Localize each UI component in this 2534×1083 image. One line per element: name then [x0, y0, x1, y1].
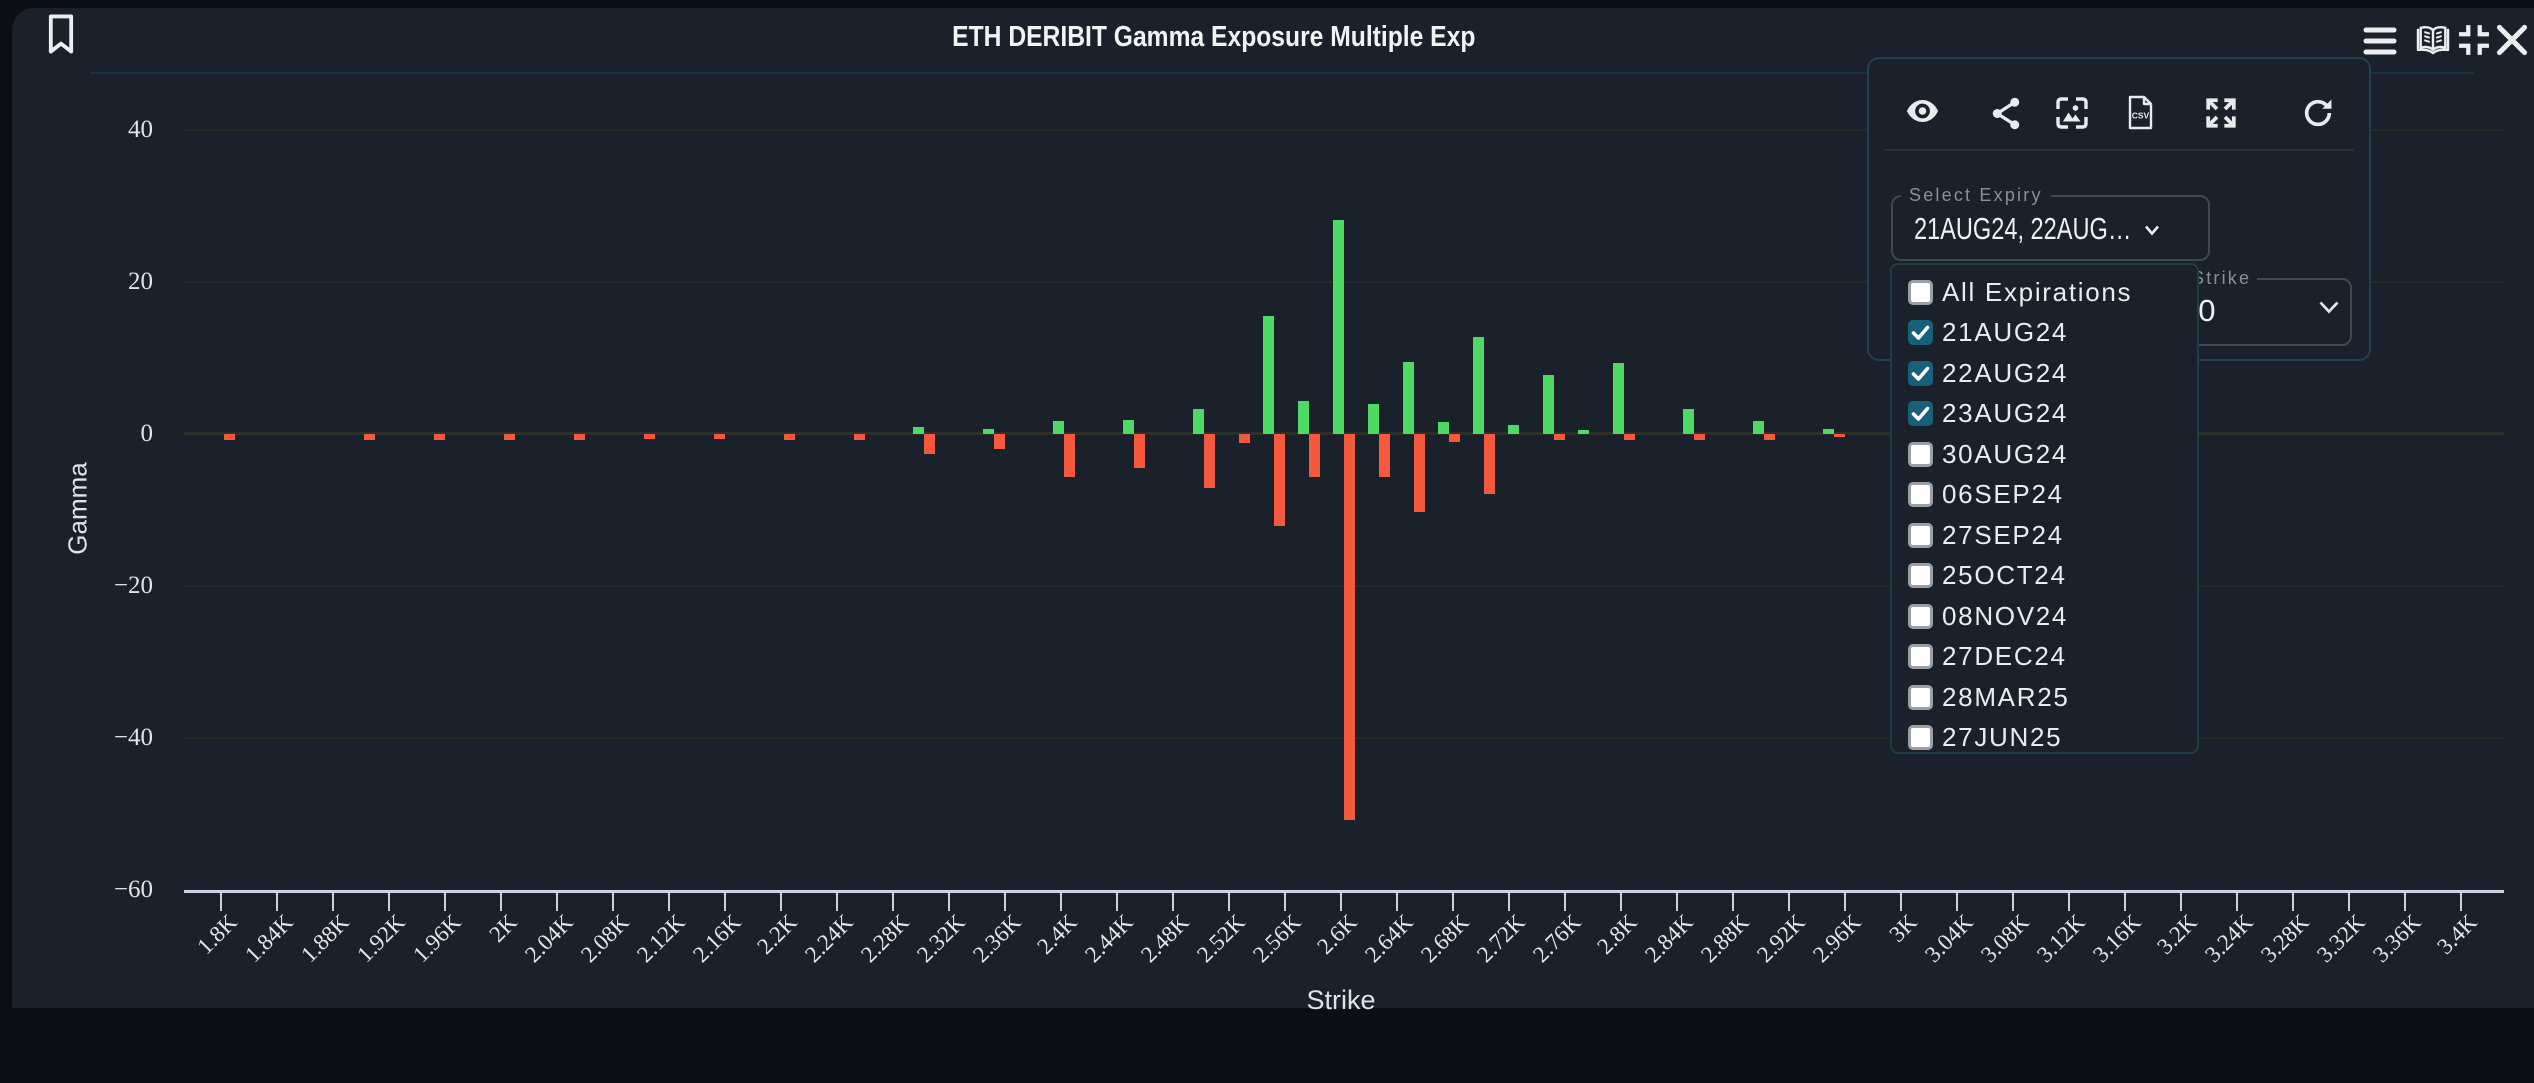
svg-text:CSV: CSV — [2132, 111, 2150, 121]
